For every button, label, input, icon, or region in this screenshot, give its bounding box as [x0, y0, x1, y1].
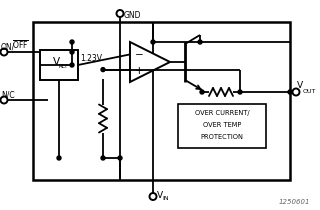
- Circle shape: [200, 90, 204, 94]
- Text: $\overline{\rm OFF}$: $\overline{\rm OFF}$: [12, 39, 29, 51]
- Text: GND: GND: [124, 10, 141, 20]
- Text: V: V: [52, 57, 60, 67]
- Bar: [33, 22, 290, 180]
- Text: 1250601: 1250601: [278, 199, 310, 205]
- Circle shape: [288, 90, 292, 94]
- Text: N/C: N/C: [1, 90, 15, 99]
- Text: $+$: $+$: [134, 65, 144, 76]
- Text: IN: IN: [163, 196, 169, 201]
- Text: V: V: [157, 190, 163, 199]
- Circle shape: [238, 90, 242, 94]
- Circle shape: [101, 68, 105, 72]
- Text: 1.23V: 1.23V: [80, 54, 102, 63]
- Text: OVER TEMP: OVER TEMP: [203, 122, 241, 128]
- Text: PROTECTION: PROTECTION: [201, 134, 244, 140]
- Circle shape: [151, 40, 155, 44]
- Text: $-$: $-$: [134, 48, 144, 58]
- Text: V: V: [297, 81, 303, 90]
- Text: REF: REF: [59, 64, 69, 70]
- Text: OVER CURRENT/: OVER CURRENT/: [195, 110, 249, 116]
- Circle shape: [70, 50, 74, 54]
- Circle shape: [57, 156, 61, 160]
- Bar: [40, 50, 78, 80]
- Circle shape: [118, 156, 122, 160]
- Polygon shape: [130, 42, 170, 82]
- Circle shape: [198, 40, 202, 44]
- Text: OUT: OUT: [303, 89, 316, 94]
- Bar: [178, 104, 266, 148]
- Circle shape: [101, 156, 105, 160]
- Text: ON/: ON/: [1, 42, 15, 51]
- Circle shape: [70, 40, 74, 44]
- Circle shape: [70, 63, 74, 67]
